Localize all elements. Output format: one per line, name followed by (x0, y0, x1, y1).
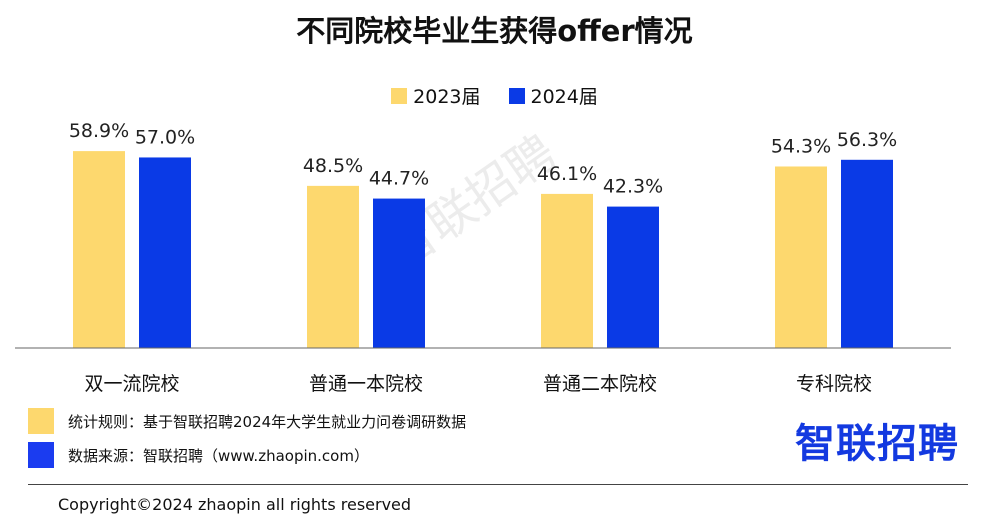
data-label: 46.1% (537, 163, 597, 185)
note-source: 数据来源：智联招聘（www.zhaopin.com） (28, 442, 369, 468)
bar-2024-3 (841, 159, 893, 348)
legend-swatch-2023 (391, 87, 408, 104)
zhaopin-logo: 智联招聘 (795, 421, 959, 467)
data-label: 56.3% (837, 129, 897, 151)
data-label: 57.0% (135, 126, 195, 148)
bar-2023-0 (73, 151, 125, 348)
legend-item-2023: 2023届 (391, 82, 481, 109)
legend-swatch-2024 (508, 87, 525, 104)
note-rule: 统计规则：基于智联招聘2024年大学生就业力问卷调研数据 (28, 408, 466, 434)
x-tick-label: 普通一本院校 (309, 373, 423, 395)
divider (28, 484, 968, 485)
bar-2024-2 (607, 206, 659, 348)
data-label: 58.9% (69, 120, 129, 142)
data-label: 44.7% (369, 168, 429, 190)
x-tick-label: 双一流院校 (84, 373, 179, 395)
note-rule-text: 统计规则：基于智联招聘2024年大学生就业力问卷调研数据 (68, 412, 467, 431)
data-label: 54.3% (771, 135, 831, 157)
bar-2024-1 (373, 198, 425, 348)
data-label: 48.5% (303, 155, 363, 177)
legend-label-2023: 2023届 (413, 86, 481, 108)
bar-2023-3 (775, 166, 827, 348)
legend-item-2024: 2024届 (508, 82, 598, 109)
bar-2023-1 (307, 185, 359, 348)
x-tick-label: 普通二本院校 (543, 373, 657, 395)
legend-label-2024: 2024届 (530, 86, 598, 108)
bar-2023-2 (541, 193, 593, 348)
copyright: Copyright©2024 zhaopin all rights reserv… (58, 495, 412, 514)
bar-2024-0 (139, 157, 191, 348)
note-swatch-yellow (28, 408, 54, 434)
legend: 2023届 2024届 (0, 82, 989, 109)
note-source-text: 数据来源：智联招聘（www.zhaopin.com） (68, 446, 369, 465)
note-swatch-blue (28, 442, 54, 468)
data-label: 42.3% (603, 176, 663, 198)
bar-chart: 58.9% 57.0% 双一流院校 48.5% 44.7% 普通一本院校 46.1% 42.3… (15, 120, 951, 395)
x-tick-label: 专科院校 (796, 373, 872, 395)
chart-title: 不同院校毕业生获得offer情况 (296, 14, 693, 48)
